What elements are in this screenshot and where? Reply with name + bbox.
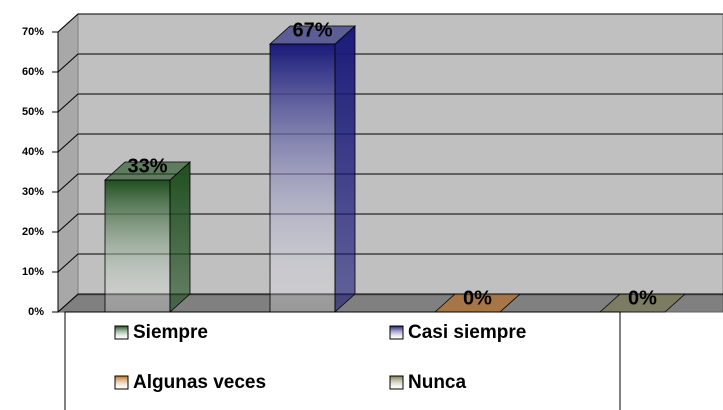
bar-side	[334, 25, 356, 313]
y-tick-label: 10%	[22, 266, 44, 278]
grid-line	[57, 53, 723, 73]
legend-label: Casi siempre	[408, 322, 526, 343]
legend-swatch	[389, 325, 404, 340]
legend-label: Siempre	[133, 322, 208, 343]
legend-label: Algunas veces	[133, 372, 266, 393]
y-tick-label: 20%	[22, 226, 44, 238]
legend	[64, 311, 621, 410]
grid-line	[57, 213, 723, 233]
bar-top	[103, 161, 192, 181]
bar-front	[104, 179, 171, 313]
grid-line	[57, 13, 723, 33]
y-tick-label: 60%	[22, 66, 44, 78]
bar-side	[169, 161, 191, 313]
legend-swatch	[114, 325, 129, 340]
value-label: 33%	[127, 155, 167, 177]
side-wall	[57, 12, 79, 314]
y-tick-label: 30%	[22, 186, 44, 198]
bar-top	[268, 25, 357, 45]
grid-line	[57, 133, 723, 153]
bar-top	[598, 293, 687, 313]
value-label: 0%	[463, 287, 492, 309]
grid-line	[57, 93, 723, 113]
y-tick-label: 40%	[22, 146, 44, 158]
grid-line	[57, 173, 723, 193]
legend-label: Nunca	[408, 372, 467, 393]
y-tick-label: 50%	[22, 106, 44, 118]
y-tick-label: 70%	[22, 26, 44, 38]
legend-swatch	[389, 375, 404, 390]
value-label: 67%	[292, 19, 332, 41]
value-label: 0%	[628, 287, 657, 309]
grid-line	[57, 253, 723, 273]
bar-front	[269, 43, 336, 313]
legend-swatch	[114, 375, 129, 390]
y-tick-label: 0%	[28, 306, 44, 318]
